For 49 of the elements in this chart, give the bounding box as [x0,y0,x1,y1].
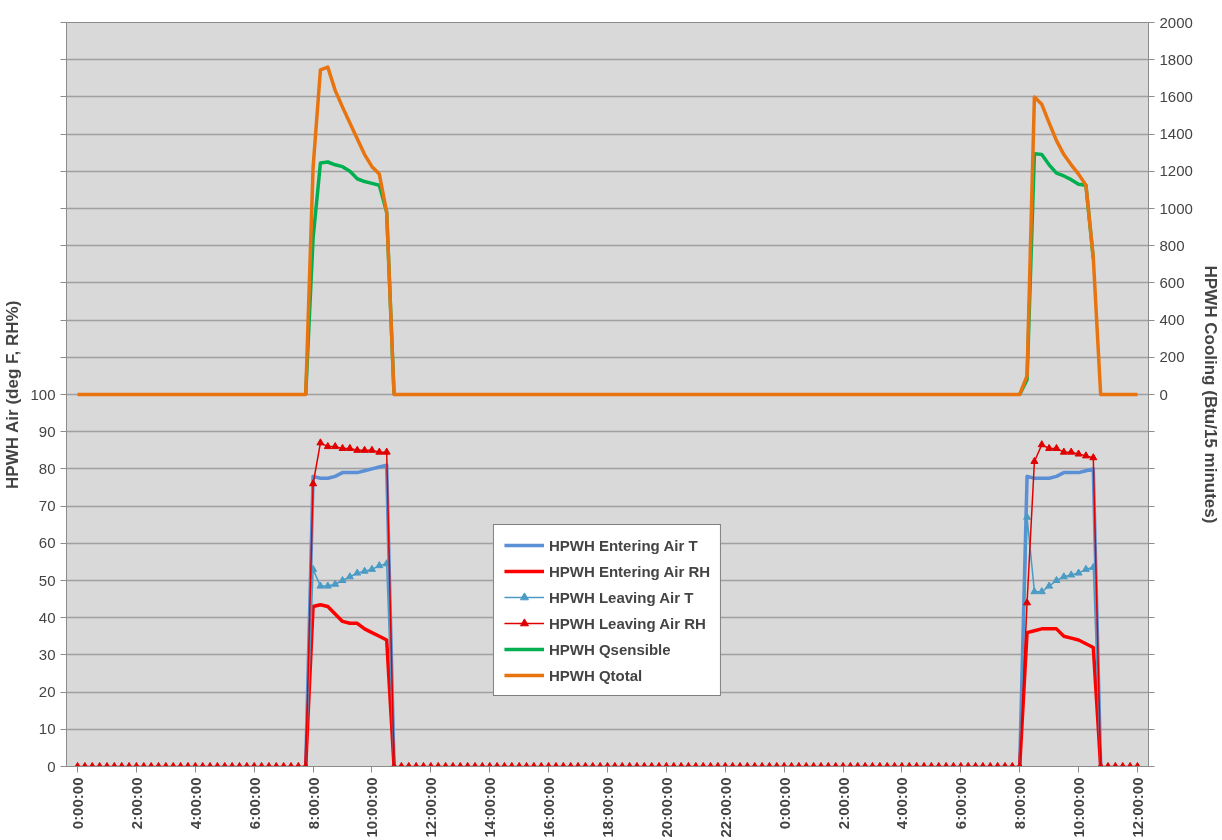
x-tick-label: 10:00:00 [1070,777,1088,838]
x-tick-label: 22:00:00 [716,777,734,838]
y-tick-label: 100 [30,385,56,403]
x-tick-label: 14:00:00 [481,777,499,838]
x-tick-label: 4:00:00 [893,777,911,830]
x-tick-label: 0:00:00 [775,777,793,830]
y2-tick-label: 200 [1159,348,1185,366]
legend-label: HPWH Qsensible [548,640,671,658]
x-tick-label: 4:00:00 [186,777,204,830]
legend-label: HPWH Entering Air RH [548,562,711,580]
x-tick-label: 10:00:00 [363,777,381,838]
x-tick-label: 12:00:00 [1128,777,1146,838]
x-tick-label: 8:00:00 [304,777,322,830]
y2-tick-label: 600 [1159,273,1185,291]
y-tick-label: 10 [38,720,56,738]
x-tick-label: 0:00:00 [69,777,87,830]
x-tick-label: 6:00:00 [952,777,970,830]
y2-tick-label: 1400 [1159,125,1193,143]
y2-tick-label: 1800 [1159,50,1193,68]
legend-label: HPWH Entering Air T [548,536,698,554]
y-tick-label: 80 [38,459,56,477]
legend-label: HPWH Leaving Air T [548,588,694,606]
x-tick-label: 2:00:00 [127,777,145,830]
x-tick-label: 20:00:00 [657,777,675,838]
y2-axis-title: HPWH Cooling (Btu/15 minutes) [1200,265,1220,524]
y-tick-label: 60 [38,534,56,552]
y-tick-label: 0 [47,757,56,775]
y-tick-label: 30 [38,645,56,663]
x-tick-label: 2:00:00 [834,777,852,830]
y2-tick-label: 800 [1159,236,1185,254]
legend-label: HPWH Leaving Air RH [548,614,706,632]
y-tick-label: 70 [38,497,56,515]
legend-label: HPWH Qtotal [548,666,643,684]
y-tick-label: 20 [38,683,56,701]
x-tick-label: 12:00:00 [422,777,440,838]
y2-tick-label: 2000 [1159,13,1193,31]
y-tick-label: 90 [38,422,56,440]
y-axis-title: HPWH Air (deg F, RH%) [3,300,23,489]
x-tick-label: 8:00:00 [1011,777,1029,830]
y2-tick-label: 0 [1159,385,1168,403]
y-tick-label: 40 [38,608,56,626]
y2-tick-label: 1200 [1159,162,1193,180]
y-tick-label: 50 [38,571,56,589]
y2-tick-label: 400 [1159,311,1185,329]
x-tick-label: 6:00:00 [245,777,263,830]
y2-tick-label: 1000 [1159,199,1193,217]
x-tick-label: 18:00:00 [599,777,616,838]
y2-tick-label: 1600 [1159,87,1193,105]
x-tick-label: 16:00:00 [540,777,558,838]
